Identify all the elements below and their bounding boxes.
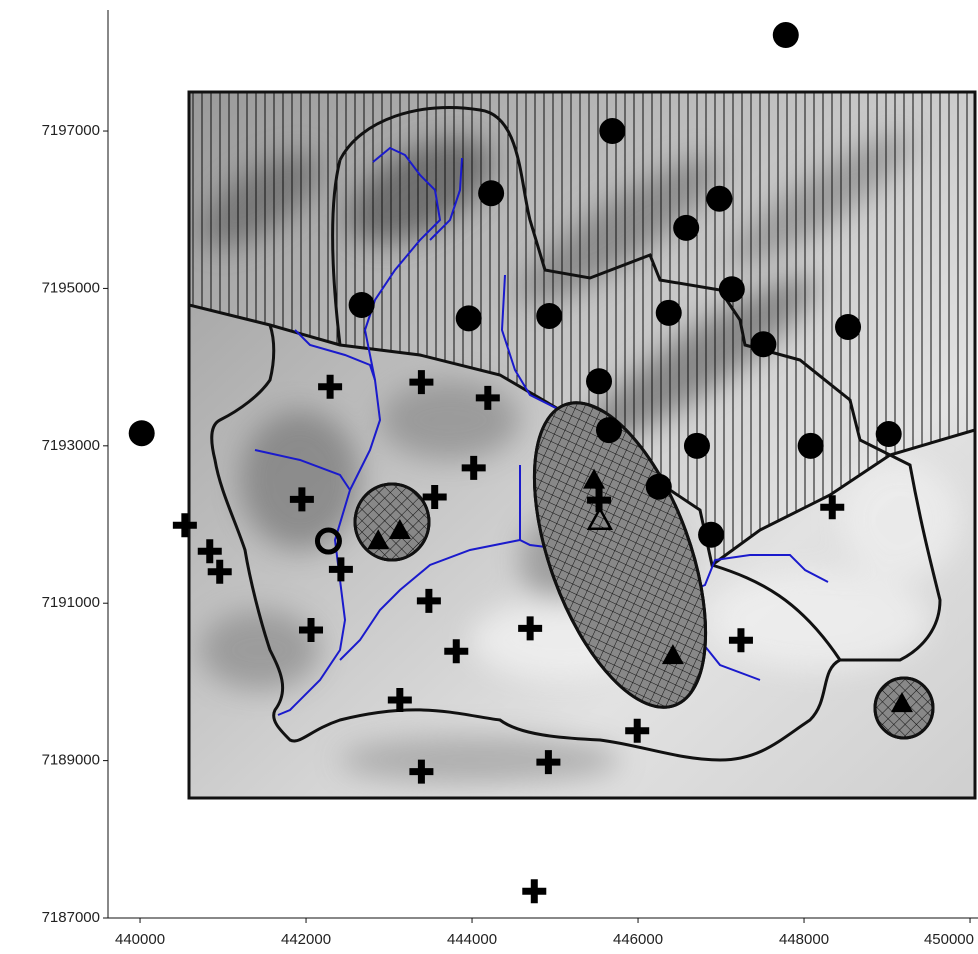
filled-circle xyxy=(129,420,155,446)
filled-circle xyxy=(750,331,776,357)
filled-circle xyxy=(646,474,672,500)
filled-circle xyxy=(835,314,861,340)
x-tick-label: 448000 xyxy=(779,931,829,948)
filled-circle xyxy=(719,276,745,302)
filled-circle xyxy=(798,433,824,459)
filled-circle xyxy=(876,421,902,447)
filled-circle xyxy=(684,433,710,459)
x-tick-label: 446000 xyxy=(613,931,663,948)
x-tick-label: 442000 xyxy=(281,931,331,948)
filled-circle xyxy=(656,300,682,326)
y-tick-label: 7195000 xyxy=(42,279,100,296)
y-tick-label: 7189000 xyxy=(42,752,100,769)
x-tick-label: 440000 xyxy=(115,931,165,948)
filled-circle xyxy=(586,368,612,394)
x-tick-label: 450000 xyxy=(924,931,974,948)
filled-circle xyxy=(596,417,622,443)
map: 440000 442000 444000 446000 448000 450000 7187… xyxy=(0,0,978,949)
filled-circle xyxy=(599,118,625,144)
y-tick-label: 7187000 xyxy=(42,909,100,926)
page: {"map_data": { "xlim": [439614, 450096],… xyxy=(0,0,978,949)
filled-circle xyxy=(456,305,482,331)
cross xyxy=(522,879,546,903)
filled-circle xyxy=(478,180,504,206)
y-tick-label: 7193000 xyxy=(42,437,100,454)
filled-circle xyxy=(706,186,732,212)
filled-circle xyxy=(673,215,699,241)
y-tick-label: 7197000 xyxy=(42,122,100,139)
filled-circle xyxy=(349,292,375,318)
filled-circle xyxy=(698,522,724,548)
filled-circle xyxy=(773,22,799,48)
x-tick-label: 444000 xyxy=(447,931,497,948)
filled-circle xyxy=(536,303,562,329)
y-tick-label: 7191000 xyxy=(42,594,100,611)
